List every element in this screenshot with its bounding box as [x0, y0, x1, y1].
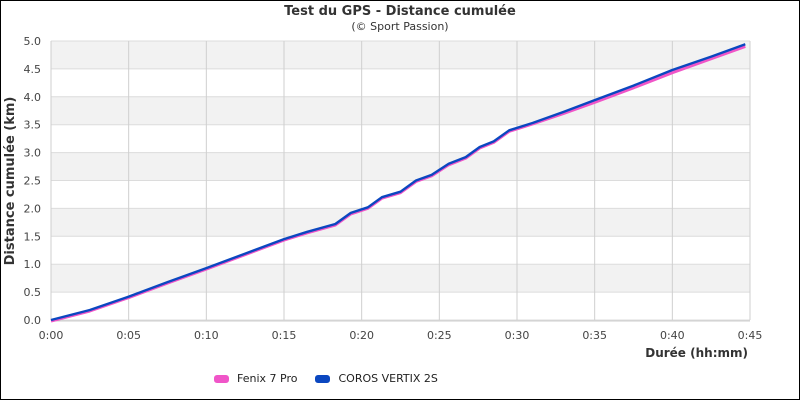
y-tick-label: 3.5	[24, 119, 42, 132]
x-tick-label: 0:45	[738, 329, 763, 342]
x-tick-label: 0:15	[272, 329, 297, 342]
x-axis-label: Durée (hh:mm)	[645, 346, 748, 360]
y-axis-ticks: 0.0 0.5 1.0 1.5 2.0 2.5 3.0 3.5 4.0 4.5 5.0	[24, 35, 42, 327]
x-tick-label: 0:20	[349, 329, 374, 342]
chart-title: Test du GPS - Distance cumulée	[284, 4, 516, 19]
legend: Fenix 7 Pro COROS VERTIX 2S	[214, 372, 438, 385]
y-tick-label: 1.0	[24, 258, 42, 271]
chart-subtitle: (© Sport Passion)	[351, 20, 449, 33]
legend-swatch-fenix	[214, 374, 229, 383]
y-tick-label: 2.5	[24, 175, 42, 188]
x-tick-label: 0:25	[427, 329, 452, 342]
legend-label-fenix: Fenix 7 Pro	[237, 372, 298, 385]
x-tick-label: 0:30	[505, 329, 530, 342]
y-tick-label: 5.0	[24, 35, 42, 48]
y-tick-label: 2.0	[24, 202, 42, 215]
y-tick-label: 0.5	[24, 286, 42, 299]
y-axis-label: Distance cumulée (km)	[3, 97, 18, 266]
y-tick-label: 0.0	[24, 314, 42, 327]
x-tick-label: 0:40	[660, 329, 685, 342]
x-tick-label: 0:10	[194, 329, 219, 342]
x-tick-label: 0:05	[116, 329, 141, 342]
y-tick-label: 3.0	[24, 147, 42, 160]
grid-bands	[51, 41, 750, 293]
y-tick-label: 4.0	[24, 91, 42, 104]
legend-swatch-coros	[315, 374, 331, 383]
series-line-1	[50, 43, 746, 322]
x-tick-label: 0:35	[582, 329, 607, 342]
y-tick-label: 4.5	[24, 63, 42, 76]
x-axis-ticks: 0:00 0:05 0:10 0:15 0:20 0:25 0:30 0:35 0:40 0:45	[39, 329, 763, 342]
series-lines	[50, 43, 746, 323]
x-tick-label: 0:00	[39, 329, 64, 342]
legend-item-coros[interactable]: COROS VERTIX 2S	[315, 372, 438, 385]
legend-item-fenix[interactable]: Fenix 7 Pro	[214, 372, 297, 385]
legend-label-coros: COROS VERTIX 2S	[338, 372, 438, 385]
grid-lines	[50, 40, 751, 322]
y-tick-label: 1.5	[24, 230, 42, 243]
